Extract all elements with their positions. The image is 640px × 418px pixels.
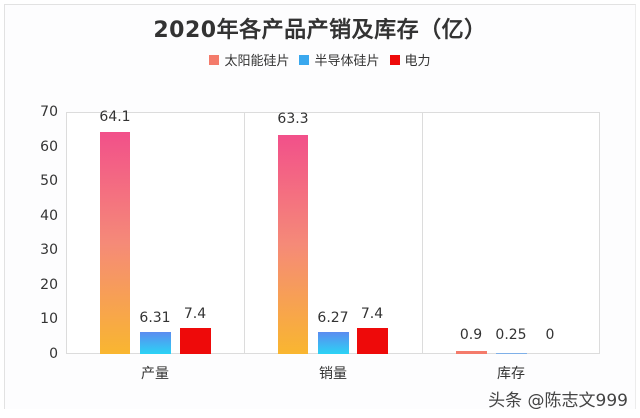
y-tick-60: 60: [40, 138, 58, 155]
legend-item-solar[interactable]: 太阳能硅片: [209, 50, 289, 69]
legend-label-semiconductor: 半导体硅片: [314, 54, 380, 69]
bar-sales-power[interactable]: [357, 328, 388, 354]
value-label: 7.4: [360, 306, 384, 322]
bar-production-solar[interactable]: [100, 132, 130, 354]
plot-area: [66, 112, 600, 354]
legend-item-semiconductor[interactable]: 半导体硅片: [299, 50, 380, 69]
bar-sales-semiconductor[interactable]: [318, 332, 349, 354]
y-tick-0: 0: [49, 346, 58, 362]
value-label: 63.3: [277, 111, 309, 127]
bar-sales-solar[interactable]: [278, 135, 308, 354]
y-tick-40: 40: [40, 207, 58, 224]
group-separator: [422, 113, 423, 353]
x-label-sales: 销量: [319, 366, 347, 382]
value-label: 0.25: [495, 327, 527, 343]
chart-title: 2020年各产品产销及库存（亿）: [153, 18, 487, 43]
group-separator: [244, 113, 245, 353]
y-tick-30: 30: [40, 242, 58, 259]
bar-inventory-semiconductor[interactable]: [496, 353, 527, 354]
value-label: 64.1: [99, 109, 131, 125]
legend-label-solar: 太阳能硅片: [224, 54, 290, 69]
value-label: 6.27: [317, 310, 349, 326]
y-tick-10: 10: [40, 311, 58, 328]
value-label: 0.9: [459, 327, 483, 343]
legend-label-power: 电力: [404, 54, 431, 69]
legend-swatch-power: [389, 54, 400, 65]
bar-production-semiconductor[interactable]: [140, 332, 171, 354]
legend: 太阳能硅片 半导体硅片 电力: [0, 50, 640, 69]
y-tick-20: 20: [40, 276, 58, 293]
value-label: 7.4: [183, 306, 207, 322]
legend-swatch-semiconductor: [299, 54, 310, 65]
legend-item-power[interactable]: 电力: [389, 50, 431, 69]
x-label-production: 产量: [141, 366, 169, 382]
y-tick-70: 70: [40, 104, 58, 120]
y-tick-50: 50: [40, 173, 58, 190]
bar-inventory-solar[interactable]: [456, 350, 487, 354]
bar-production-power[interactable]: [180, 328, 211, 354]
legend-swatch-solar: [209, 54, 220, 65]
x-label-inventory: 库存: [497, 366, 525, 382]
watermark: 头条 @陈志文999: [488, 391, 628, 411]
value-label: 0: [545, 327, 555, 343]
value-label: 6.31: [139, 310, 171, 326]
